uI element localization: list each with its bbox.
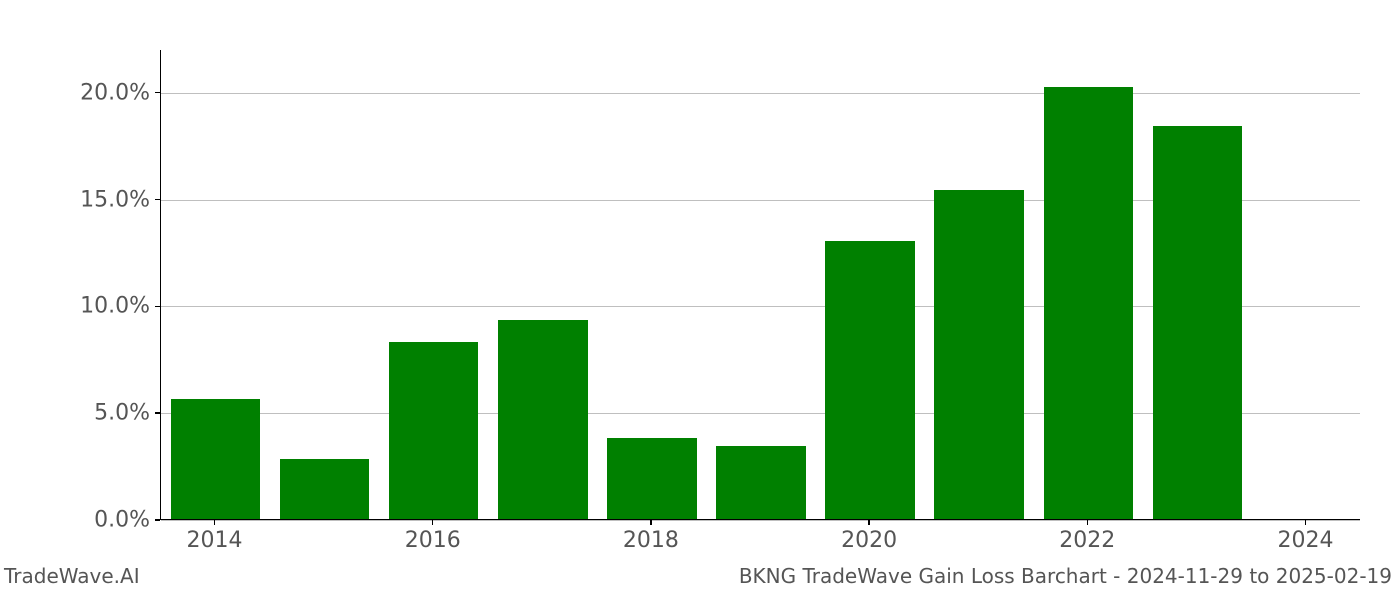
bar xyxy=(389,342,478,519)
y-tick-mark xyxy=(155,92,160,94)
y-tick-mark xyxy=(155,412,160,414)
footer-right-text: BKNG TradeWave Gain Loss Barchart - 2024… xyxy=(739,564,1392,588)
footer-left-text: TradeWave.AI xyxy=(4,564,140,588)
chart-container: TradeWave.AI BKNG TradeWave Gain Loss Ba… xyxy=(0,0,1400,600)
x-tick-label: 2022 xyxy=(1059,528,1115,553)
x-tick-label: 2020 xyxy=(841,528,897,553)
x-tick-mark xyxy=(650,520,652,525)
x-tick-label: 2016 xyxy=(405,528,461,553)
plot-area xyxy=(160,50,1360,520)
y-tick-mark xyxy=(155,306,160,308)
bar xyxy=(498,320,587,519)
gridline xyxy=(161,520,1360,521)
bar xyxy=(1153,126,1242,519)
x-tick-label: 2014 xyxy=(187,528,243,553)
bar xyxy=(171,399,260,519)
bar xyxy=(825,241,914,519)
y-tick-label: 20.0% xyxy=(60,80,150,105)
bar xyxy=(1044,87,1133,519)
x-tick-mark xyxy=(432,520,434,525)
x-tick-mark xyxy=(1305,520,1307,525)
x-tick-label: 2018 xyxy=(623,528,679,553)
x-tick-mark xyxy=(868,520,870,525)
bar xyxy=(934,190,1023,519)
x-tick-mark xyxy=(1087,520,1089,525)
bar xyxy=(280,459,369,519)
x-tick-mark xyxy=(214,520,216,525)
y-tick-mark xyxy=(155,199,160,201)
y-tick-label: 10.0% xyxy=(60,294,150,319)
y-tick-label: 5.0% xyxy=(60,401,150,426)
y-tick-label: 0.0% xyxy=(60,508,150,533)
bar xyxy=(716,446,805,519)
bar xyxy=(607,438,696,519)
y-tick-mark xyxy=(155,519,160,521)
y-tick-label: 15.0% xyxy=(60,187,150,212)
x-tick-label: 2024 xyxy=(1277,528,1333,553)
gridline xyxy=(161,93,1360,94)
